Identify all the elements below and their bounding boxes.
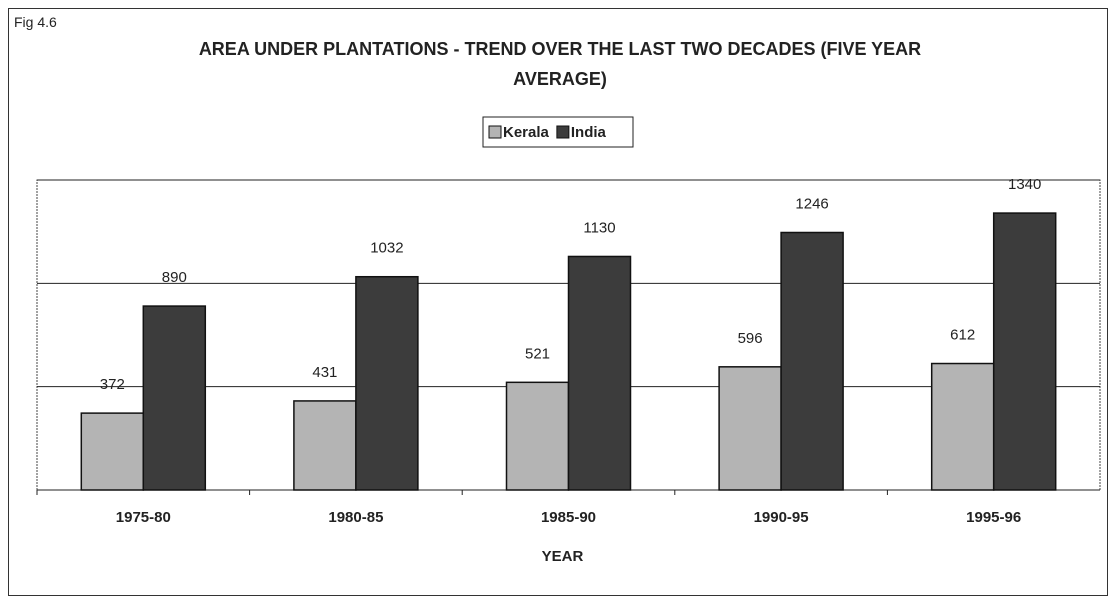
legend-label: Kerala <box>503 124 550 141</box>
value-label: 612 <box>950 326 975 343</box>
bar <box>293 400 357 491</box>
value-label: 431 <box>312 364 337 381</box>
legend-label: India <box>571 124 607 141</box>
figure-label: Fig 4.6 <box>14 14 57 30</box>
bar <box>355 275 419 491</box>
bar <box>992 212 1057 491</box>
bar <box>930 362 995 491</box>
value-label: 890 <box>162 269 187 286</box>
x-tick-label: 1980-85 <box>328 509 383 526</box>
bar <box>567 255 632 491</box>
x-axis-label: YEAR <box>542 548 584 565</box>
x-tick-label: 1975-80 <box>116 509 171 526</box>
value-label: 1032 <box>370 240 403 257</box>
value-label: 521 <box>525 345 550 362</box>
value-label: 372 <box>100 376 125 393</box>
bar <box>505 381 570 491</box>
chart-frame <box>8 8 1108 596</box>
bar <box>718 366 782 491</box>
value-label: 1246 <box>795 195 828 212</box>
x-tick-label: 1985-90 <box>541 509 596 526</box>
x-tick-label: 1995-96 <box>966 509 1021 526</box>
legend-swatch <box>488 125 502 139</box>
bar <box>80 412 145 491</box>
bar <box>142 305 207 491</box>
value-label: 1130 <box>583 219 615 236</box>
chart-title: AREA UNDER PLANTATIONS - TREND OVER THE … <box>198 39 922 89</box>
value-label: 1340 <box>1008 176 1041 193</box>
x-tick-label: 1990-95 <box>754 509 809 526</box>
value-label: 596 <box>738 330 763 347</box>
legend-swatch <box>556 125 570 139</box>
bar <box>780 231 844 491</box>
